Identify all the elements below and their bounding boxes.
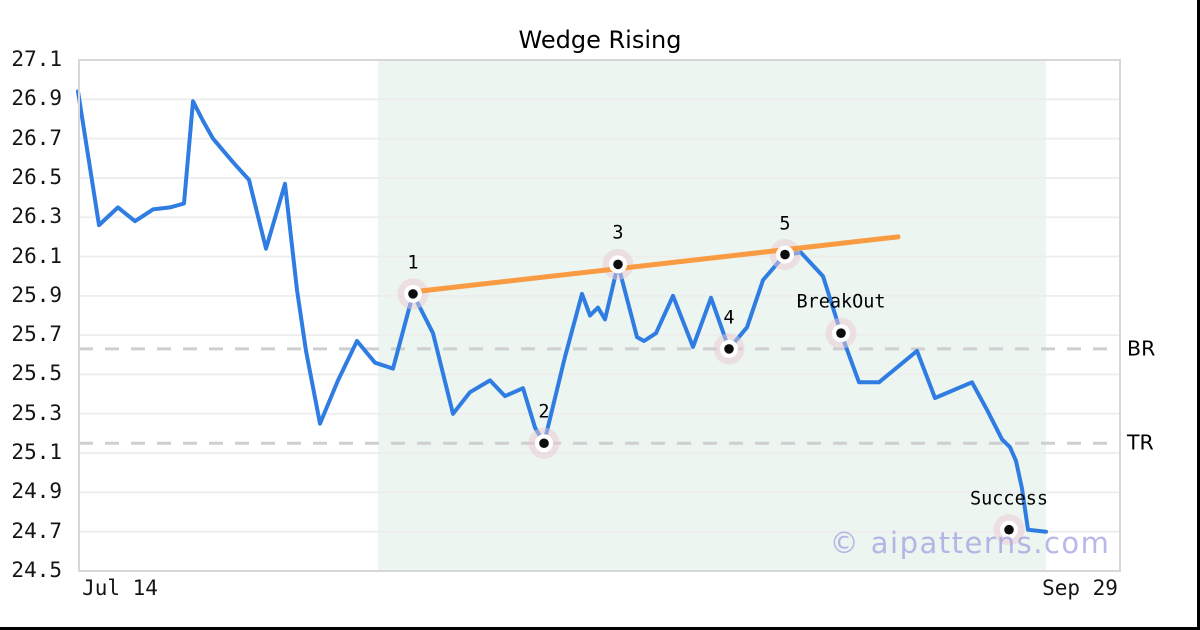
x-tick-label: Sep 29 [1042,576,1118,600]
y-tick-label: 24.9 [11,479,62,504]
price-line [76,89,1048,534]
y-tick-label: 24.5 [11,558,62,583]
y-tick-label: 25.5 [11,361,62,386]
marker-label-1: 1 [407,252,419,274]
y-tick-label: 26.9 [11,86,62,111]
y-tick-label: 26.5 [11,164,62,189]
y-tick-label: 24.7 [11,518,62,543]
trendline [410,234,901,295]
marker-dot-success [1004,524,1014,535]
y-tick-label: 25.1 [11,440,62,465]
y-tick-label: 27.1 [11,47,62,72]
axes-frame [78,59,1121,572]
marker-dot-2 [539,438,549,449]
y-tick-label: 25.9 [11,282,62,307]
level-label-br: BR [1127,336,1156,361]
marker-label-breakout: BreakOut [796,291,886,313]
x-tick-label: Jul 14 [82,576,158,600]
y-tick-label: 26.3 [11,204,62,229]
y-tick-label: 26.1 [11,243,62,268]
y-tick-label: 25.3 [11,400,62,425]
marker-dot-5 [780,249,790,260]
marker-label-success: Success [970,488,1048,510]
y-tick-label: 26.7 [11,125,62,150]
marker-label-5: 5 [779,213,791,235]
marker-dot-3 [613,259,623,270]
marker-dot-1 [408,289,418,299]
marker-dot-breakout [836,328,846,338]
marker-label-3: 3 [612,222,624,244]
watermark: © aipatterns.com [829,526,1111,560]
marker-label-4: 4 [723,307,735,329]
y-tick-label: 25.7 [11,322,62,347]
pattern-zone [378,61,1046,570]
chart-title: Wedge Rising [518,26,682,54]
marker-dot-4 [724,344,734,354]
marker-label-2: 2 [538,401,550,423]
image-border-right [1197,0,1200,630]
image-border-bottom [0,627,1200,630]
level-label-tr: TR [1127,430,1154,455]
